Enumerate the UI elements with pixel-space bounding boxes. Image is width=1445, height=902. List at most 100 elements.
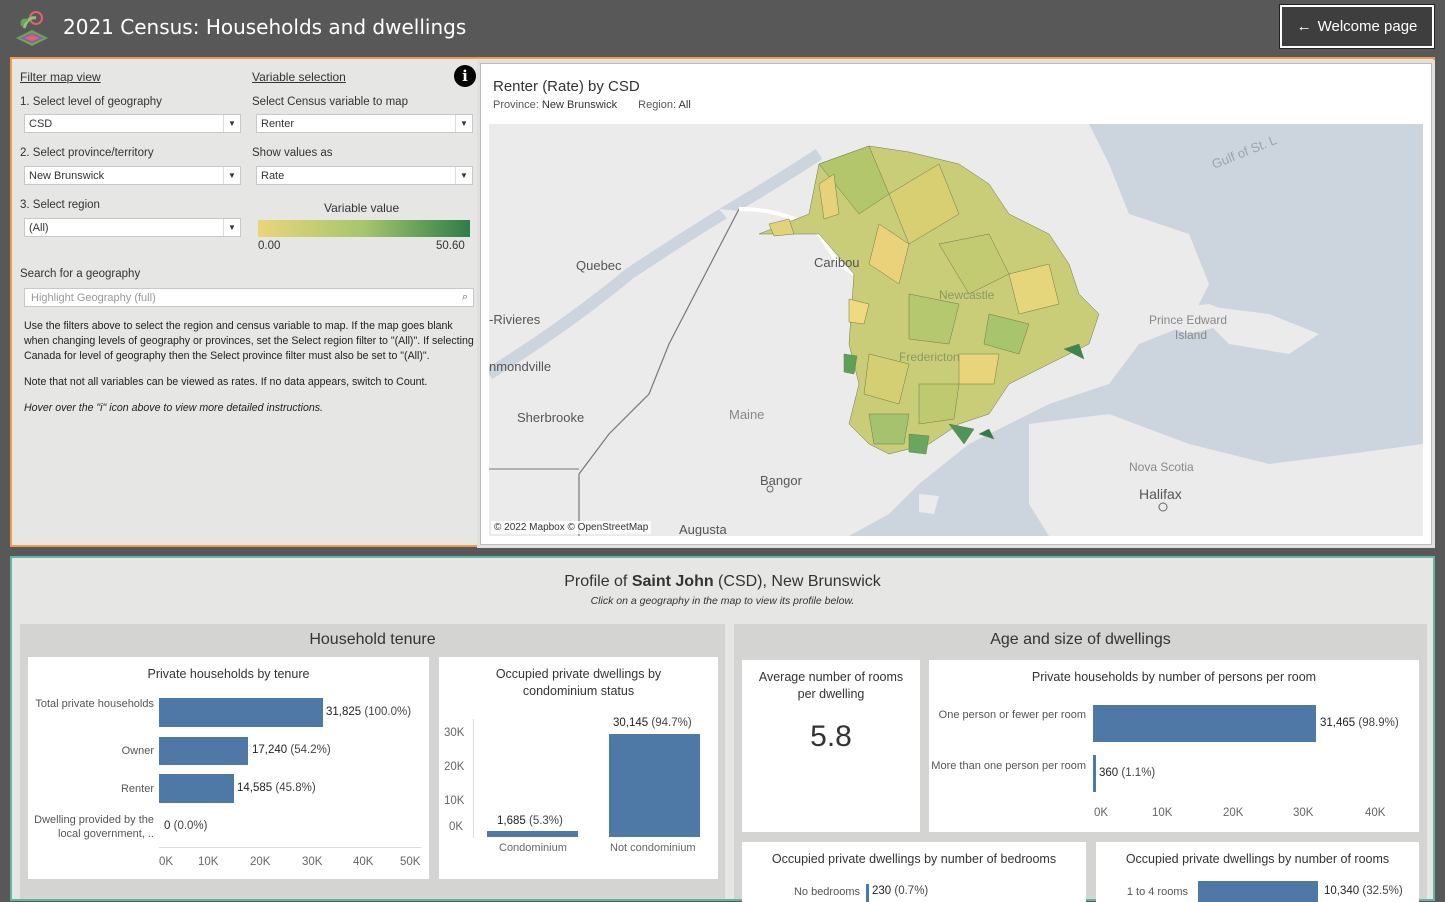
region-value: (All) [29,222,49,234]
legend-title: Variable value [324,201,400,215]
map-place-rivieres: -Rivieres [489,312,541,327]
persons-bar-one[interactable] [1093,705,1316,742]
map-title-main: Renter (Rate) [493,78,584,95]
avg-rooms-card: Average number of rooms per dwelling 5.8 [742,660,920,832]
condo-chart-card: Occupied private dwellings by condominiu… [439,657,718,879]
tenure-section-title: Household tenure [309,631,436,648]
welcome-page-button[interactable]: ← Welcome page [1279,4,1435,49]
tenure-label-owner: Owner [121,745,154,757]
map-place-newcastle: Newcastle [939,288,995,302]
tenure-bar-owner[interactable] [159,737,248,765]
map-place-quebec: Quebec [576,258,622,273]
show-values-value: Rate [261,170,285,182]
tenure-label-renter: Renter [120,783,154,795]
map-basemap: Quebec Caribou -Rivieres nmondville Sher… [489,124,1423,536]
top-bar: 2021 Census: Households and dwellings ← … [0,0,1445,56]
tenure-value-renter: 14,585 (45.8%) [237,782,316,794]
bedrooms-card: Occupied private dwellings by number of … [742,842,1086,902]
chevron-down-icon: ▼ [223,167,240,184]
instructions-p2: Note that not all variables can be viewe… [24,376,428,388]
dwellings-section: Age and size of dwellings Average number… [734,624,1427,902]
condo-value-condominium: 1,685 (5.3%) [497,815,563,827]
map-place-drummondville: nmondville [489,359,551,374]
persons-tick: 20K [1223,807,1244,819]
search-placeholder: Highlight Geography (full) [31,292,156,304]
map-place-pei-island: Island [1175,328,1207,342]
condo-tick: 0K [449,821,464,833]
new-brunswick-region [758,145,1100,455]
map-place-nova-scotia: Nova Scotia [1129,460,1194,474]
welcome-page-label: Welcome page [1317,18,1418,35]
tenure-tick: 20K [250,856,271,868]
tenure-bar-renter[interactable] [159,774,234,803]
tenure-tick: 0K [159,856,174,868]
tenure-chart-card: Private households by tenure Total priva… [28,657,429,879]
map-subtitle: Province: New Brunswick Region: All [493,99,691,111]
search-label: Search for a geography [20,268,141,280]
tenure-tick: 40K [353,856,374,868]
map-title-by: by CSD [583,78,640,95]
profile-suffix: (CSD), New Brunswick [713,573,881,590]
condo-bar-condominium[interactable] [487,831,578,837]
profile-panel: Profile of Saint John (CSD), New Brunswi… [10,556,1435,902]
map-region-value: All [678,99,691,111]
map-card: Renter (Rate) by CSD Province: New Bruns… [477,60,1435,548]
condo-axis-line [473,719,474,838]
map-place-fredericton: Fredericton [899,350,960,364]
bangor-marker [766,485,774,493]
filter-panel: Filter map view Variable selection i 1. … [10,57,1435,548]
map-place-caribou: Caribou [814,255,860,270]
legend-min: 0.00 [258,240,281,252]
census-variable-value: Renter [261,118,295,130]
persons-bar-more[interactable] [1093,755,1096,792]
tenure-tick: 10K [198,856,219,868]
map-title: Renter (Rate) by CSD [493,78,640,95]
geo-level-value: CSD [29,118,53,130]
condo-category-label: Not condominium [610,842,696,854]
map-place-maine: Maine [729,407,764,422]
map-province-label: Province: [493,99,539,111]
persons-label-more: More than one person per room [931,760,1086,772]
census-variable-dropdown[interactable]: Renter ▼ [256,114,473,133]
show-values-dropdown[interactable]: Rate ▼ [256,166,473,185]
condo-value-not-condominium: 30,145 (94.7%) [613,717,692,729]
chevron-down-icon: ▼ [455,115,472,132]
region-dropdown[interactable]: (All) ▼ [24,218,241,237]
rooms-value-first: 10,340 (32.5%) [1324,885,1403,897]
persons-tick: 10K [1152,807,1173,819]
tenure-label-total: Total private households [35,698,154,710]
choropleth-map[interactable]: Quebec Caribou -Rivieres nmondville Sher… [489,124,1423,536]
info-icon[interactable]: i [454,65,476,87]
province-dropdown[interactable]: New Brunswick ▼ [24,166,241,185]
bedrooms-value-first: 230 (0.7%) [872,885,929,897]
condo-chart-title: Occupied private dwellings by condominiu… [495,667,662,698]
color-legend-bar [258,220,470,237]
tenure-label-govt: Dwelling provided by the local governmen… [34,814,154,840]
tenure-axis-line [159,847,421,848]
tenure-bar-total[interactable] [159,698,323,727]
profile-prefix: Profile of [564,573,632,590]
chevron-down-icon: ▼ [455,167,472,184]
instructions-p1: Use the filters above to select the regi… [24,320,474,362]
bedrooms-bar-first[interactable] [866,884,869,902]
avg-rooms-value: 5.8 [810,720,852,753]
profile-title: Profile of Saint John (CSD), New Brunswi… [12,573,1433,591]
province-label: 2. Select province/territory [20,147,154,159]
geo-level-label: 1. Select level of geography [20,96,162,108]
tenure-value-owner: 17,240 (54.2%) [252,744,331,756]
geo-level-dropdown[interactable]: CSD ▼ [24,114,241,133]
rooms-bar-first[interactable] [1198,881,1318,902]
persons-value-one: 31,465 (98.9%) [1320,717,1399,729]
show-values-label: Show values as [252,147,333,159]
rooms-label-first: 1 to 4 rooms [1126,886,1188,898]
map-place-sherbrooke: Sherbrooke [517,410,584,425]
search-icon: ⌕ [461,291,468,303]
map-province-value: New Brunswick [541,99,618,111]
persons-per-room-card: Private households by number of persons … [929,660,1419,832]
condo-tick: 10K [444,795,465,807]
geography-search-input[interactable]: Highlight Geography (full) ⌕ [24,288,474,307]
household-tenure-section: Household tenure Private households by t… [20,624,725,899]
condo-bar-not-condominium[interactable] [609,734,700,837]
avg-rooms-title: Average number of rooms per dwelling [758,670,904,701]
condo-tick: 20K [444,761,465,773]
